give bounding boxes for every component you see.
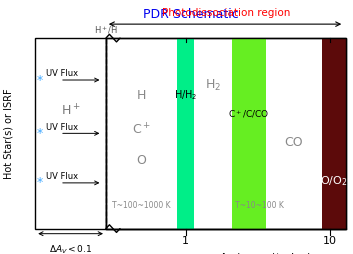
Text: 1: 1 (182, 236, 189, 246)
Text: T~10~100 K: T~10~100 K (235, 201, 284, 210)
Text: UV Flux: UV Flux (46, 122, 78, 132)
Text: A$_V$ (magnitudes): A$_V$ (magnitudes) (220, 251, 312, 254)
Text: *: * (37, 127, 43, 140)
Bar (177, 38, 194, 229)
Bar (106, 38, 346, 229)
Text: C$^+$/C/CO: C$^+$/C/CO (228, 108, 270, 120)
Text: O/O$_2$: O/O$_2$ (320, 174, 347, 188)
Text: H$_2$: H$_2$ (205, 78, 221, 93)
Text: C$^+$: C$^+$ (132, 122, 151, 137)
Text: *: * (37, 73, 43, 87)
Bar (322, 38, 346, 229)
Text: H/H$_2$: H/H$_2$ (174, 88, 197, 102)
Text: UV Flux: UV Flux (46, 69, 78, 78)
Text: O: O (136, 153, 146, 167)
Text: UV Flux: UV Flux (46, 172, 78, 181)
Text: 10: 10 (323, 236, 336, 246)
Text: T~100~1000 K: T~100~1000 K (112, 201, 170, 210)
Bar (232, 38, 265, 229)
Text: *: * (37, 176, 43, 189)
Text: CO: CO (284, 136, 303, 149)
Text: Photodissociation region: Photodissociation region (162, 8, 290, 18)
Text: H$^+$/H: H$^+$/H (94, 24, 118, 36)
Text: H$^+$: H$^+$ (61, 103, 80, 118)
Text: $\Delta A_V<0.1$: $\Delta A_V<0.1$ (49, 244, 92, 254)
Bar (35, 38, 106, 229)
Bar (106, 38, 346, 229)
Text: Hot Star(s) or ISRF: Hot Star(s) or ISRF (4, 88, 14, 179)
Text: PDR Schematic: PDR Schematic (143, 8, 239, 21)
Text: H: H (137, 89, 146, 102)
